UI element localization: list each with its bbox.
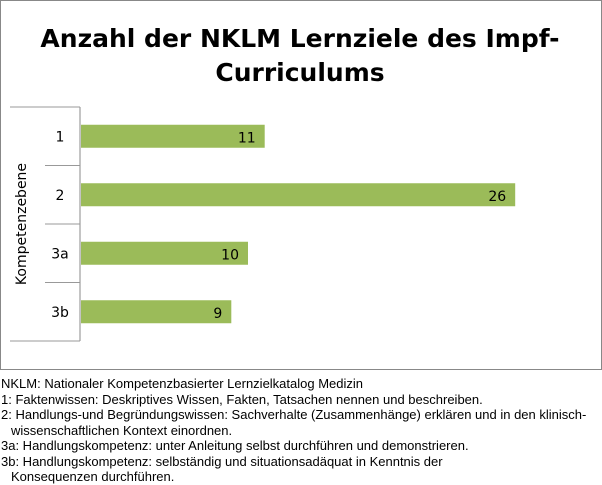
bar-chart: Anzahl der NKLM Lernziele des Impf- Curr… bbox=[10, 24, 560, 342]
tick-label-3b: 3b bbox=[51, 305, 69, 321]
tick-label-1: 1 bbox=[56, 129, 65, 145]
data-label-1: 11 bbox=[238, 130, 256, 146]
bar-1 bbox=[81, 124, 265, 148]
chart-title-line-2: Curriculums bbox=[215, 58, 384, 87]
note-level-3a: 3a: Handlungskompetenz: unter Anleitung … bbox=[1, 438, 469, 453]
y-axis-label: Kompetenzebene bbox=[14, 163, 30, 285]
data-label-3a: 10 bbox=[221, 247, 239, 263]
tick-label-2: 2 bbox=[56, 188, 65, 204]
tick-label-3a: 3a bbox=[51, 246, 69, 262]
bar-2 bbox=[81, 183, 516, 207]
footnotes: NKLM: Nationaler Kompetenzbasierter Lern… bbox=[1, 376, 602, 485]
bar-3a bbox=[81, 241, 248, 265]
note-nklm: NKLM: Nationaler Kompetenzbasierter Lern… bbox=[1, 376, 364, 391]
data-label-3b: 9 bbox=[213, 306, 222, 322]
note-level-2: 2: Handlungs-und Begründungswissen: Sach… bbox=[1, 407, 587, 438]
bar-3b bbox=[81, 300, 232, 324]
note-level-1: 1: Faktenwissen: Deskriptives Wissen, Fa… bbox=[1, 391, 483, 407]
chart-title-line-1: Anzahl der NKLM Lernziele des Impf- bbox=[40, 24, 559, 53]
data-label-2: 26 bbox=[488, 189, 506, 205]
note-level-3b: 3b: Handlungskompetenz: selbständig und … bbox=[1, 453, 443, 485]
